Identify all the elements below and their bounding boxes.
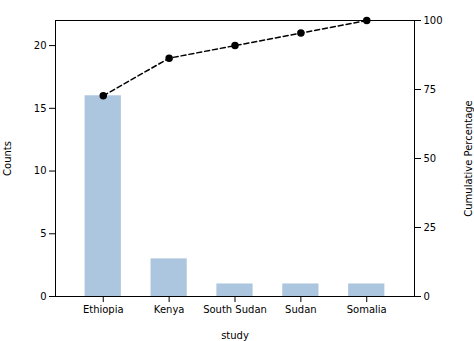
svg-text:Somalia: Somalia xyxy=(347,304,387,315)
svg-text:25: 25 xyxy=(424,222,437,233)
svg-text:Cumulative Percentage: Cumulative Percentage xyxy=(463,100,474,217)
svg-text:5: 5 xyxy=(40,228,46,239)
svg-text:15: 15 xyxy=(34,103,47,114)
svg-text:75: 75 xyxy=(424,84,437,95)
svg-text:Sudan: Sudan xyxy=(285,304,317,315)
svg-text:Counts: Counts xyxy=(2,141,13,176)
svg-text:100: 100 xyxy=(424,15,443,26)
svg-text:South Sudan: South Sudan xyxy=(203,304,267,315)
svg-text:0: 0 xyxy=(424,291,430,302)
svg-text:Ethiopia: Ethiopia xyxy=(83,304,124,315)
svg-text:50: 50 xyxy=(424,153,437,164)
svg-text:0: 0 xyxy=(40,291,46,302)
svg-text:10: 10 xyxy=(34,165,47,176)
svg-text:20: 20 xyxy=(34,40,47,51)
svg-text:study: study xyxy=(221,330,249,341)
svg-text:Kenya: Kenya xyxy=(154,304,185,315)
